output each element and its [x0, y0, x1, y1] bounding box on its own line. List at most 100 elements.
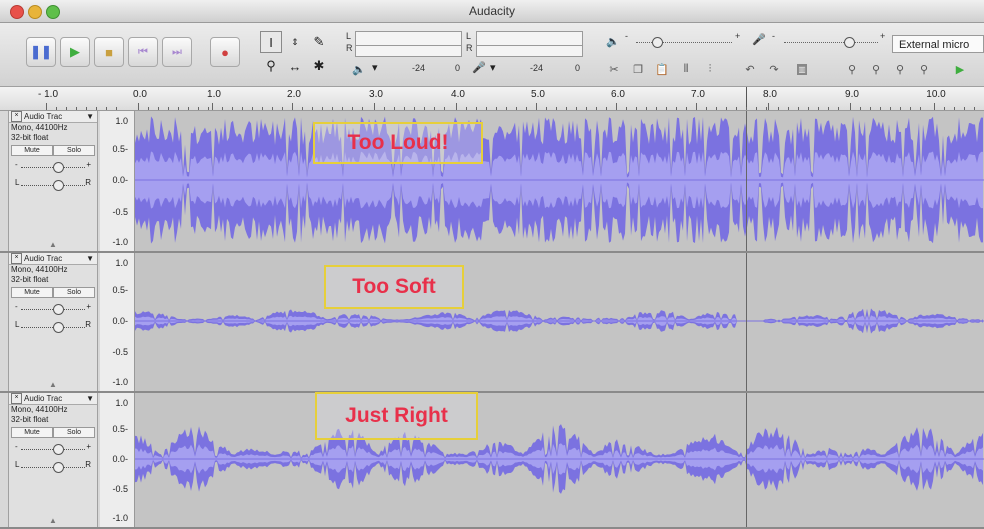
ruler-tick [212, 103, 213, 110]
ruler-tick [536, 103, 537, 110]
sync-lock-icon: ▥ [797, 63, 807, 75]
collapse-arrow-icon[interactable]: ▲ [49, 240, 57, 249]
chevron-down-icon[interactable]: ▼ [86, 254, 94, 263]
zoom-in-button[interactable]: ⚲ [842, 60, 862, 78]
track-name-menu[interactable]: × Audio Trac ▼ [9, 253, 97, 265]
zoom-out-button[interactable]: ⚲ [866, 60, 886, 78]
chevron-down-icon[interactable]: ▼ [86, 394, 94, 403]
redo-button[interactable]: ↷ [764, 60, 784, 78]
amplitude-ruler: 1.0 0.5- 0.0- -0.5 -1.0 [100, 253, 135, 391]
ruler-minor-tick [476, 107, 477, 110]
track-name-menu[interactable]: × Audio Trac ▼ [9, 393, 97, 405]
ruler-minor-tick [646, 107, 647, 110]
solo-button[interactable]: Solo [53, 427, 95, 438]
waveform-area[interactable] [135, 253, 984, 391]
zoom-tool[interactable]: ⚲ [260, 55, 282, 77]
audio-track[interactable]: × Audio Trac ▼ Mono, 44100Hz 32-bit floa… [0, 253, 984, 393]
timeline-ruler[interactable]: - 1.0 0.0 1.0 2.0 3.0 4.0 5.0 6.0 7.0 8.0 9.0 10.0 [0, 87, 984, 111]
zoom-window-button[interactable] [46, 5, 60, 19]
play-cursor [746, 393, 747, 527]
playback-volume-slider[interactable] [624, 35, 744, 49]
play-button[interactable]: ▶ [60, 37, 90, 67]
close-track-icon[interactable]: × [11, 253, 22, 264]
volume-callout-label: Too Loud! [313, 122, 483, 164]
waveform-area[interactable] [135, 393, 984, 527]
ruler-minor-tick [302, 107, 303, 110]
gain-plus-label: + [86, 442, 91, 451]
time-shift-tool[interactable]: ↔ [284, 55, 306, 77]
silence-button[interactable]: ⫶ [700, 60, 720, 78]
fit-project-button[interactable]: ⚲ [914, 60, 934, 78]
track-name: Audio Trac [24, 112, 63, 121]
track-name-menu[interactable]: × Audio Trac ▼ [9, 111, 97, 123]
ruler-minor-tick [312, 107, 313, 110]
pan-slider[interactable]: L R [15, 178, 91, 192]
ruler-minor-tick [606, 107, 607, 110]
ruler-minor-tick [56, 107, 57, 110]
pan-slider[interactable]: L R [15, 460, 91, 474]
record-meter-right[interactable] [476, 45, 583, 57]
track-control-panel: × Audio Trac ▼ Mono, 44100Hz 32-bit floa… [8, 393, 98, 527]
ruler-minor-tick [96, 107, 97, 110]
chevron-down-icon[interactable]: ▼ [86, 112, 94, 121]
copy-button[interactable]: ❐ [628, 60, 648, 78]
play-cursor [746, 111, 747, 251]
toolbar: ❚❚ ▶ ■ ⏮ ⏭ ● I ⇕ ✎ ⚲ ↔ ✱ L R L R 🔈 ▾ -24… [0, 23, 984, 87]
output-device-select[interactable]: External micro [892, 35, 984, 53]
close-track-icon[interactable]: × [11, 111, 22, 122]
selection-tool[interactable]: I [260, 31, 282, 53]
multi-tool[interactable]: ✱ [308, 55, 330, 77]
mute-button[interactable]: Mute [11, 145, 53, 156]
pan-right-label: R [85, 320, 91, 329]
minimize-window-button[interactable] [28, 5, 42, 19]
pan-slider[interactable]: L R [15, 320, 91, 334]
ruler-minor-tick [506, 107, 507, 110]
pause-button[interactable]: ❚❚ [26, 37, 56, 67]
mute-button[interactable]: Mute [11, 287, 53, 298]
ruler-tick [46, 103, 47, 110]
gain-minus-label: - [15, 160, 18, 169]
record-volume-slider[interactable] [772, 35, 890, 49]
trim-button[interactable]: ⫴ [676, 60, 696, 78]
ruler-tick [138, 103, 139, 110]
ruler-minor-tick [222, 107, 223, 110]
cut-button[interactable]: ✂ [604, 60, 624, 78]
ruler-minor-tick [262, 107, 263, 110]
gain-slider[interactable]: - + [15, 442, 91, 456]
mute-button[interactable]: Mute [11, 427, 53, 438]
ruler-minor-tick [148, 107, 149, 110]
close-track-icon[interactable]: × [11, 393, 22, 404]
gain-slider[interactable]: - + [15, 160, 91, 174]
fit-selection-button[interactable]: ⚲ [890, 60, 910, 78]
audio-track[interactable]: × Audio Trac ▼ Mono, 44100Hz 32-bit floa… [0, 111, 984, 253]
scissors-icon: ✂ [609, 63, 619, 76]
paste-button[interactable]: 📋 [652, 60, 672, 78]
collapse-arrow-icon[interactable]: ▲ [49, 516, 57, 525]
audio-track[interactable]: × Audio Trac ▼ Mono, 44100Hz 32-bit floa… [0, 393, 984, 529]
solo-button[interactable]: Solo [53, 145, 95, 156]
gain-slider[interactable]: - + [15, 302, 91, 316]
slider-minus-label: - [772, 31, 775, 41]
amplitude-label: 1.0 [115, 116, 128, 126]
solo-button[interactable]: Solo [53, 287, 95, 298]
skip-to-end-button[interactable]: ⏭ [162, 37, 192, 67]
skip-to-start-button[interactable]: ⏮ [128, 37, 158, 67]
envelope-tool[interactable]: ⇕ [284, 31, 306, 53]
ruler-minor-tick [636, 107, 637, 110]
waveform-area[interactable] [135, 111, 984, 251]
close-window-button[interactable] [10, 5, 24, 19]
sync-lock-button[interactable]: ▥ [792, 60, 812, 78]
ruler-minor-tick [746, 107, 747, 110]
chevron-down-icon[interactable]: ▾ [490, 62, 496, 74]
play-at-speed-button[interactable]: ▶ [950, 60, 970, 78]
undo-button[interactable]: ↶ [740, 60, 760, 78]
draw-tool[interactable]: ✎ [308, 31, 330, 53]
meter-left-label: L [346, 31, 352, 41]
ruler-minor-tick [964, 107, 965, 110]
chevron-down-icon[interactable]: ▾ [372, 62, 378, 74]
ruler-minor-tick [566, 107, 567, 110]
collapse-arrow-icon[interactable]: ▲ [49, 380, 57, 389]
stop-button[interactable]: ■ [94, 37, 124, 67]
playback-meter-right[interactable] [355, 45, 462, 57]
record-button[interactable]: ● [210, 37, 240, 67]
